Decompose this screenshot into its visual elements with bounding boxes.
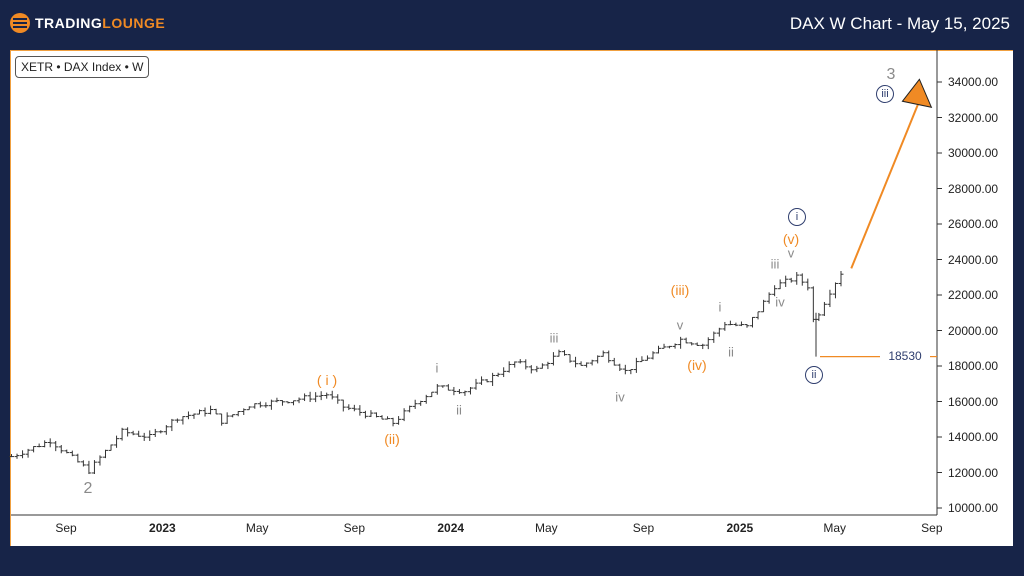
wave-label-minor-v: (v) (782, 231, 800, 247)
wave-label-circled-iii: iii (876, 85, 894, 103)
symbol-label: XETR • DAX Index • W (15, 56, 150, 78)
y-tick-label: 32000.00 (948, 110, 999, 125)
wave-label-minor-iv: (iv) (687, 357, 707, 373)
wave-label-v-2: v (787, 245, 795, 261)
tradinglounge-logo: TRADINGLOUNGE (10, 13, 165, 33)
wave-label-iii-2: iii (770, 256, 780, 272)
wave-label-iv: iv (615, 389, 625, 405)
x-tick-label: 2024 (437, 521, 465, 535)
wave-label-iii: iii (549, 330, 559, 346)
x-tick-label: Sep (632, 521, 655, 535)
wave-label-circled-i: i (788, 208, 806, 226)
projection-arrow-line (850, 102, 920, 269)
x-tick-label: May (823, 521, 846, 535)
y-tick-label: 20000.00 (948, 323, 999, 338)
y-tick-label: 24000.00 (948, 252, 999, 267)
wave-label-ii-2: ii (728, 344, 734, 360)
y-tick-label: 34000.00 (948, 75, 999, 89)
logo-icon (10, 13, 30, 33)
wave-label-i: i (435, 360, 439, 376)
wave-label-minor-iii: (iii) (670, 282, 690, 298)
wave-label-iv-2: iv (775, 294, 785, 310)
x-tick-label: May (245, 521, 269, 535)
projection-arrow-head-icon (901, 78, 933, 108)
x-tick-label: Sep (343, 521, 366, 535)
wave-label-minor-ii: (ii) (384, 431, 400, 447)
y-tick-label: 22000.00 (948, 288, 999, 302)
wave-label-ii: ii (456, 402, 462, 418)
brand-part1: TRADING (35, 15, 103, 31)
brand-part2: LOUNGE (102, 15, 166, 31)
wave-label-v: v (676, 317, 684, 333)
chart-panel (10, 50, 1013, 546)
wave-label-circled-ii: ii (805, 366, 823, 384)
y-tick-label: 12000.00 (948, 465, 999, 480)
x-tick-label: Sep (921, 521, 943, 535)
y-tick-label: 16000.00 (948, 394, 999, 409)
y-tick-label: 28000.00 (948, 181, 999, 196)
wave-label-2: 2 (83, 480, 93, 497)
y-tick-label: 30000.00 (948, 146, 999, 160)
chart-title: DAX W Chart - May 15, 2025 (789, 14, 1010, 33)
y-tick-label: 14000.00 (948, 430, 999, 444)
wave-label-i-2: i (718, 299, 722, 315)
wave-label-3: 3 (886, 66, 896, 83)
x-tick-label: 2023 (149, 521, 176, 535)
y-tick-label: 10000.00 (948, 501, 999, 515)
x-tick-label: Sep (55, 521, 77, 535)
x-tick-label: 2025 (726, 521, 754, 535)
wave-label-minor-i: ( i ) (316, 372, 338, 388)
x-tick-label: May (534, 521, 558, 535)
support-level-label: 18530 (888, 349, 922, 363)
y-tick-label: 18000.00 (948, 359, 999, 373)
y-tick-label: 26000.00 (948, 217, 999, 231)
